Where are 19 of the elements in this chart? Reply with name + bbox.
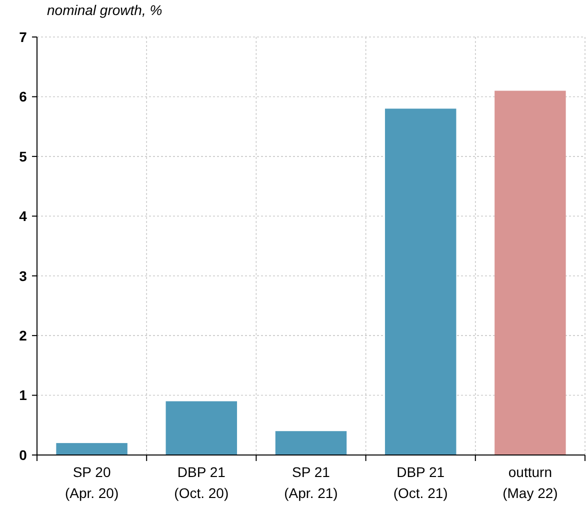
x-tick-label: DBP 21 (Oct. 20) bbox=[174, 464, 229, 501]
y-tick-label: 3 bbox=[19, 268, 28, 284]
y-tick-label: 5 bbox=[19, 148, 28, 164]
y-tick-label: 1 bbox=[19, 387, 28, 404]
bar bbox=[494, 90, 566, 455]
x-tick-label: SP 20 (Apr. 20) bbox=[64, 464, 119, 501]
x-tick-label: outturn (May 22) bbox=[502, 464, 558, 501]
y-tick-label: 2 bbox=[19, 327, 28, 344]
y-tick-label: 0 bbox=[19, 446, 28, 463]
bar bbox=[166, 401, 238, 455]
y-tick-label: 7 bbox=[19, 28, 28, 45]
y-axis-title: nominal growth, % bbox=[47, 2, 162, 18]
x-tick-label: DBP 21 (Oct. 21) bbox=[393, 464, 448, 501]
y-tick-label: 6 bbox=[19, 88, 28, 105]
bar bbox=[56, 443, 128, 455]
x-tick-label: SP 21 (Apr. 21) bbox=[284, 464, 338, 501]
bar bbox=[384, 108, 456, 455]
y-tick-label: 4 bbox=[19, 208, 28, 224]
bar bbox=[275, 431, 347, 455]
